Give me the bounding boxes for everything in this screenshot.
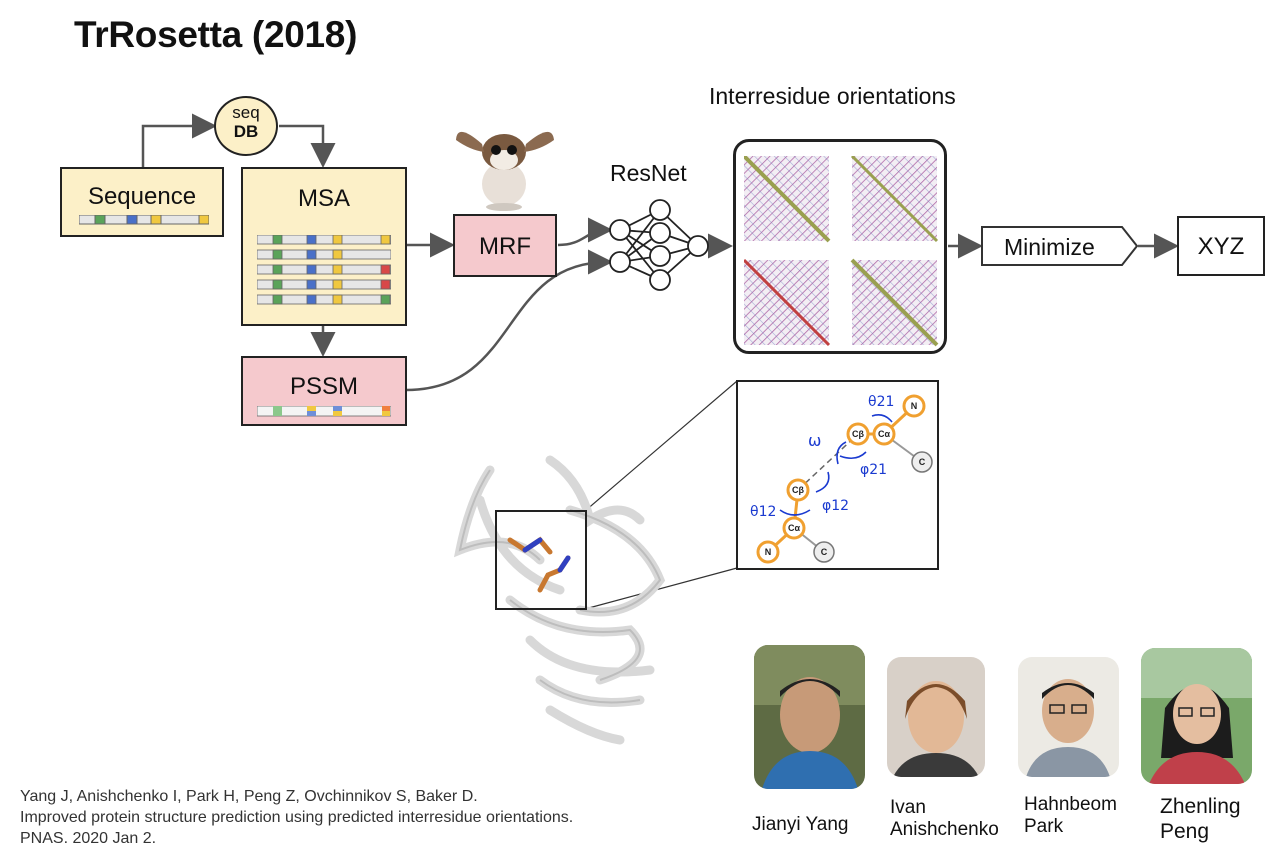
photo-ivan-anishchenko	[887, 657, 985, 777]
slide-title: TrRosetta (2018)	[74, 14, 358, 55]
msa-box: MSA	[241, 167, 407, 326]
name-ivan-last: Anishchenko	[890, 819, 999, 840]
pssm-track-icon	[257, 406, 391, 417]
phi21-label: φ21	[860, 462, 887, 478]
minimize-label: Minimize	[1004, 234, 1095, 260]
mrf-box: MRF	[453, 214, 557, 277]
name-hahnbeom-last: Park	[1024, 816, 1064, 837]
xyz-label: XYZ	[1197, 233, 1245, 260]
c2-label: C	[919, 457, 926, 467]
orientation-maps-panel	[733, 139, 947, 354]
cb2-label: Cβ	[852, 429, 864, 439]
photo-zhenling-peng	[1141, 648, 1252, 784]
msa-alignment-icon	[257, 235, 391, 305]
name-zhenling-peng: Zhenling Peng	[1160, 794, 1241, 844]
orientation-maps-icon	[744, 156, 939, 347]
residue-geometry-diagram: Cα Cβ Cβ Cα N N C C θ21 ω φ21 θ12 φ12	[750, 394, 933, 564]
residue-geometry-panel: Cα Cβ Cβ Cα N N C C θ21 ω φ21 θ12 φ12	[736, 380, 939, 570]
theta12-label: θ12	[750, 504, 776, 520]
citation-block: Yang J, Anishchenko I, Park H, Peng Z, O…	[20, 786, 573, 849]
orientations-title: Interresidue orientations	[709, 83, 956, 109]
theta21-label: θ21	[868, 394, 894, 410]
citation-line-1: Yang J, Anishchenko I, Park H, Peng Z, O…	[20, 788, 478, 805]
zoom-line-top	[584, 380, 738, 512]
n2-label: N	[911, 401, 918, 411]
resnet-label: ResNet	[610, 160, 687, 186]
arrow-mrf-to-resnet	[557, 217, 613, 247]
ca1-label: Cα	[788, 523, 800, 533]
name-ivan-first: Ivan	[890, 797, 926, 818]
resnet-network-icon	[609, 199, 709, 291]
pssm-label: PSSM	[289, 373, 358, 400]
name-hahnbeom-first: Hahnbeom	[1024, 794, 1117, 815]
photo-jianyi-yang	[754, 645, 865, 789]
sequence-track-icon	[79, 215, 209, 225]
seq-db-node: seq DB	[214, 96, 278, 156]
phi12-label: φ12	[822, 498, 849, 514]
citation-line-2: Improved protein structure prediction us…	[20, 809, 574, 826]
arrow-pssm-to-resnet	[405, 249, 613, 392]
c1-label: C	[821, 547, 828, 557]
protein-structure-image	[453, 455, 666, 745]
ca2-label: Cα	[878, 429, 890, 439]
arrow-sequence-to-seqdb	[141, 113, 217, 167]
name-ivan-anishchenko: Ivan Anishchenko	[890, 797, 999, 841]
gremlin-mascot-icon	[456, 131, 554, 211]
msa-label: MSA	[297, 185, 350, 212]
sequence-label: Sequence	[87, 183, 197, 210]
cb1-label: Cβ	[792, 485, 804, 495]
citation-line-3: PNAS. 2020 Jan 2.	[20, 830, 157, 847]
name-jianyi-yang: Jianyi Yang	[752, 814, 849, 835]
zoom-line-bottom	[584, 567, 738, 610]
photo-hahnbeom-park	[1018, 657, 1119, 777]
seqdb-label-seq: seq	[232, 103, 260, 122]
pssm-box: PSSM	[241, 356, 407, 426]
xyz-box: XYZ	[1177, 216, 1265, 276]
seqdb-label-db: DB	[233, 122, 259, 141]
name-hahnbeom-park: Hahnbeom Park	[1024, 794, 1117, 838]
minimize-shape	[981, 226, 1139, 266]
name-zhenling-last: Peng	[1160, 820, 1210, 843]
name-zhenling-first: Zhenling	[1160, 795, 1241, 818]
sequence-box: Sequence	[60, 167, 224, 237]
omega-label: ω	[808, 431, 821, 450]
n1-label: N	[765, 547, 772, 557]
mrf-label: MRF	[479, 233, 531, 260]
arrow-seqdb-to-msa	[279, 124, 336, 168]
